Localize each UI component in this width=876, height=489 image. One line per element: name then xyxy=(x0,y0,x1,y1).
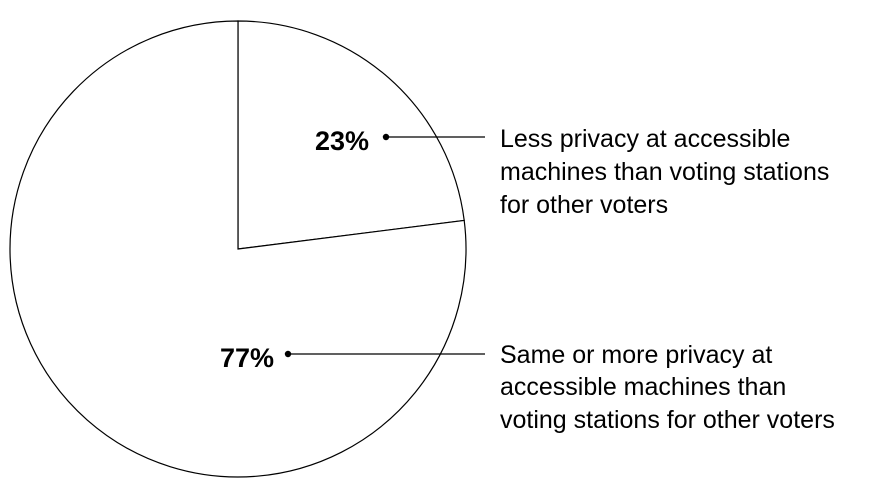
leader-lines xyxy=(284,133,485,358)
slice-category-label-0-line-0: Less privacy at accessible xyxy=(500,125,790,153)
pie-slice-0 xyxy=(237,20,465,250)
slice-value-label-0: 23% xyxy=(315,126,369,156)
slice-category-label-1-line-2: voting stations for other voters xyxy=(500,406,835,434)
pie-slice-1 xyxy=(9,20,467,478)
slice-category-label-1-line-1: accessible machines than xyxy=(500,373,786,401)
slice-category-label-0-line-2: for other voters xyxy=(500,191,668,219)
slice-category-label-0-line-1: machines than voting stations xyxy=(500,158,829,186)
slice-value-label-1: 77% xyxy=(220,343,274,373)
slice-category-label-1-line-0: Same or more privacy at xyxy=(500,341,772,369)
pie-slices xyxy=(9,20,467,478)
leader-dot-0 xyxy=(382,133,390,141)
leader-dot-1 xyxy=(284,350,292,358)
